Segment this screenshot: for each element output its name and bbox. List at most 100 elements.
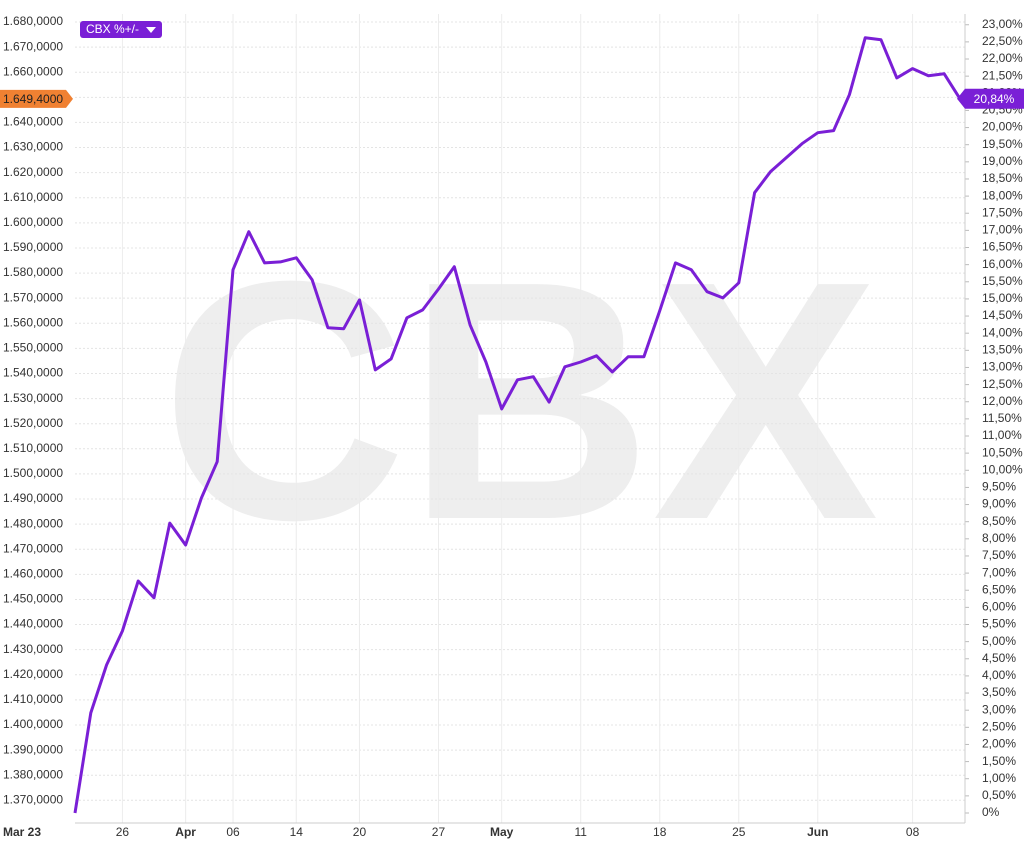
y2-tick-label: 5,00% bbox=[982, 634, 1016, 648]
y2-tick-label: 18,00% bbox=[982, 188, 1023, 202]
y2-tick-label: 5,50% bbox=[982, 617, 1016, 631]
y2-tick-label: 17,50% bbox=[982, 205, 1023, 219]
y2-tick-label: 11,50% bbox=[982, 411, 1022, 425]
y-tick-label: 1.500,0000 bbox=[3, 466, 63, 480]
y-tick-label: 1.390,0000 bbox=[3, 742, 63, 756]
y-tick-label: 1.430,0000 bbox=[3, 642, 63, 656]
y2-tick-label: 4,00% bbox=[982, 668, 1016, 682]
y2-tick-label: 13,50% bbox=[982, 342, 1023, 356]
y2-tick-label: 2,50% bbox=[982, 719, 1016, 733]
x-tick-label: 25 bbox=[732, 825, 746, 839]
y-tick-label: 1.610,0000 bbox=[3, 190, 63, 204]
y2-tick-label: 20,00% bbox=[982, 120, 1023, 134]
y-tick-label: 1.630,0000 bbox=[3, 140, 63, 154]
y2-tick-label: 0% bbox=[982, 805, 1000, 819]
y-tick-label: 1.450,0000 bbox=[3, 592, 63, 606]
y-tick-label: 1.540,0000 bbox=[3, 366, 63, 380]
y2-tick-label: 19,00% bbox=[982, 154, 1023, 168]
y2-tick-label: 6,00% bbox=[982, 600, 1016, 614]
y-tick-label: 1.600,0000 bbox=[3, 215, 63, 229]
value-marker bbox=[957, 88, 1024, 109]
y2-tick-label: 10,50% bbox=[982, 445, 1023, 459]
y-tick-label: 1.670,0000 bbox=[3, 39, 63, 53]
y2-tick-label: 15,50% bbox=[982, 274, 1023, 288]
y2-tick-label: 18,50% bbox=[982, 171, 1023, 185]
x-tick-label: 26 bbox=[116, 825, 130, 839]
y2-tick-label: 17,00% bbox=[982, 223, 1023, 237]
y-tick-label: 1.410,0000 bbox=[3, 692, 63, 706]
x-tick-label: 14 bbox=[290, 825, 304, 839]
y-tick-label: 1.380,0000 bbox=[3, 767, 63, 781]
x-tick-label: 11 bbox=[574, 825, 587, 839]
y2-tick-label: 16,00% bbox=[982, 257, 1023, 271]
y2-tick-label: 10,00% bbox=[982, 462, 1023, 476]
y-tick-label: 1.560,0000 bbox=[3, 315, 63, 329]
y2-tick-label: 9,50% bbox=[982, 480, 1016, 494]
y2-tick-label: 12,00% bbox=[982, 394, 1023, 408]
y2-tick-label: 6,50% bbox=[982, 582, 1016, 596]
y2-tick-label: 7,50% bbox=[982, 548, 1016, 562]
y2-tick-label: 3,00% bbox=[982, 702, 1016, 716]
dropdown-arrow[interactable] bbox=[146, 27, 156, 33]
y-tick-label: 1.400,0000 bbox=[3, 717, 63, 731]
x-tick-label: 20 bbox=[353, 825, 367, 839]
y-tick-label: 1.370,0000 bbox=[3, 792, 63, 806]
watermark: CBX bbox=[161, 211, 881, 591]
y2-tick-label: 23,00% bbox=[982, 17, 1023, 31]
y-tick-label: 1.530,0000 bbox=[3, 391, 63, 405]
y-marker-label: 1.649,4000 bbox=[3, 92, 63, 106]
y-tick-label: 1.570,0000 bbox=[3, 290, 63, 304]
value-label: 20,84% bbox=[974, 92, 1015, 106]
line-series bbox=[73, 36, 962, 814]
y-marker bbox=[0, 89, 73, 108]
y2-tick-label: 21,50% bbox=[982, 68, 1023, 82]
y2-tick-label: 2,00% bbox=[982, 737, 1016, 751]
y-tick-label: 1.580,0000 bbox=[3, 265, 63, 279]
y2-tick-label: 22,50% bbox=[982, 34, 1023, 48]
y2-tick-label: 1,50% bbox=[982, 754, 1016, 768]
y2-tick-label: 4,50% bbox=[982, 651, 1016, 665]
x-tick-label: 06 bbox=[226, 825, 240, 839]
y2-tick-label: 14,50% bbox=[982, 308, 1023, 322]
y2-tick-label: 9,00% bbox=[982, 497, 1016, 511]
y2-tick-label: 11,00% bbox=[982, 428, 1022, 442]
y2-tick-label: 3,50% bbox=[982, 685, 1016, 699]
x-tick-label: Jun bbox=[807, 825, 828, 839]
y-tick-label: 1.680,0000 bbox=[3, 14, 63, 28]
y-tick-label: 1.420,0000 bbox=[3, 667, 63, 681]
y-tick-label: 1.590,0000 bbox=[3, 240, 63, 254]
y2-tick-label: 14,00% bbox=[982, 325, 1023, 339]
y2-tick-label: 19,50% bbox=[982, 137, 1023, 151]
y-tick-label: 1.460,0000 bbox=[3, 567, 63, 581]
y-tick-label: 1.440,0000 bbox=[3, 617, 63, 631]
y2-tick-label: 15,00% bbox=[982, 291, 1023, 305]
x-tick-label: Mar 23 bbox=[3, 825, 41, 839]
series-selector[interactable] bbox=[80, 21, 162, 38]
y2-tick-label: 7,00% bbox=[982, 565, 1016, 579]
y2-tick-label: 12,50% bbox=[982, 377, 1023, 391]
legend-label[interactable]: CBX %+/- bbox=[86, 22, 139, 36]
y-tick-label: 1.510,0000 bbox=[3, 441, 63, 455]
y-tick-label: 1.470,0000 bbox=[3, 541, 63, 555]
x-tick-label: 27 bbox=[432, 825, 446, 839]
y-tick-label: 1.480,0000 bbox=[3, 516, 63, 530]
y-tick-label: 1.490,0000 bbox=[3, 491, 63, 505]
x-tick-label: 18 bbox=[653, 825, 667, 839]
y2-tick-label: 0,50% bbox=[982, 788, 1016, 802]
y2-tick-label: 1,00% bbox=[982, 771, 1016, 785]
y2-tick-label: 8,00% bbox=[982, 531, 1016, 545]
y2-tick-label: 16,50% bbox=[982, 240, 1023, 254]
x-tick-label: Apr bbox=[175, 825, 196, 839]
y-tick-label: 1.640,0000 bbox=[3, 115, 63, 129]
y-tick-label: 1.550,0000 bbox=[3, 341, 63, 355]
y2-tick-label: 22,00% bbox=[982, 51, 1023, 65]
x-tick-label: May bbox=[490, 825, 514, 839]
y-tick-label: 1.520,0000 bbox=[3, 416, 63, 430]
y2-tick-label: 13,00% bbox=[982, 360, 1023, 374]
y2-tick-label: 8,50% bbox=[982, 514, 1016, 528]
y-tick-label: 1.620,0000 bbox=[3, 165, 63, 179]
y-tick-label: 1.660,0000 bbox=[3, 64, 63, 78]
x-tick-label: 08 bbox=[906, 825, 920, 839]
